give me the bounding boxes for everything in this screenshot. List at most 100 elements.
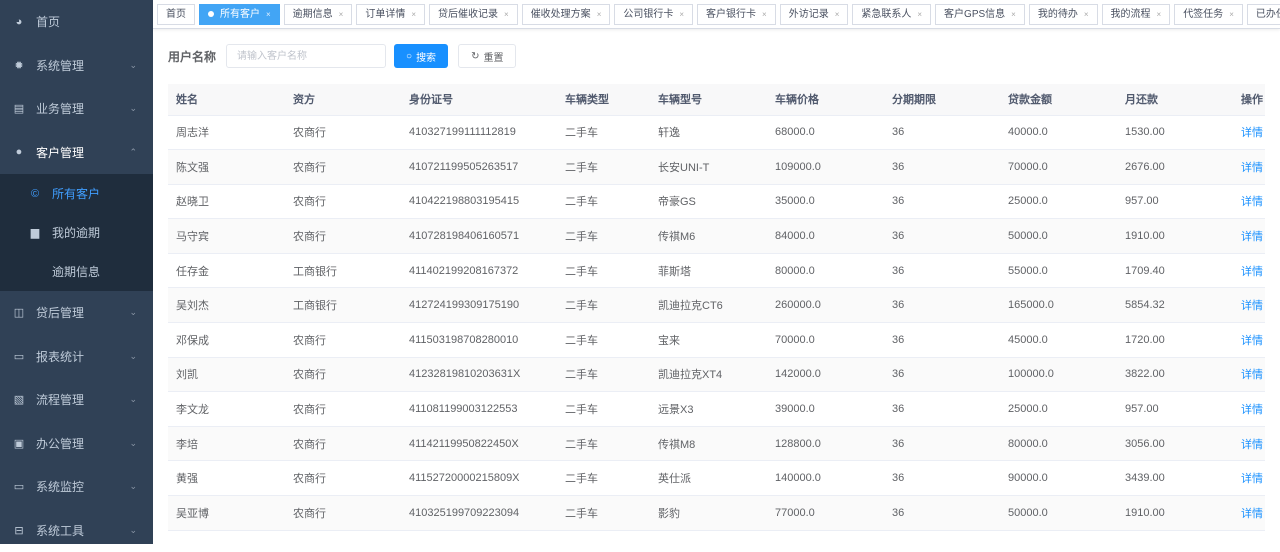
table-cell: 80000.0 <box>767 253 884 288</box>
submenu-item-2[interactable]: 逾期信息 <box>0 252 153 291</box>
tab-11[interactable]: 我的待办 × <box>1029 4 1098 25</box>
action-cell: 详情 <box>1233 426 1265 461</box>
action-cell: 详情 <box>1233 253 1265 288</box>
close-icon[interactable]: × <box>597 5 602 24</box>
close-icon[interactable]: × <box>266 5 271 24</box>
tab-label: 订单详情 <box>365 5 405 24</box>
table-cell: 36 <box>884 150 1000 185</box>
sidebar-item-2[interactable]: ▤业务管理⌄ <box>0 87 153 131</box>
sidebar-item-0[interactable]: ◕首页 <box>0 0 153 44</box>
table-cell: 农商行 <box>285 150 401 185</box>
table-cell: 109000.0 <box>767 150 884 185</box>
close-icon[interactable]: × <box>504 5 509 24</box>
table-cell: 36 <box>884 392 1000 427</box>
sidebar-item-7[interactable]: ▣办公管理⌄ <box>0 422 153 466</box>
sidebar-item-1[interactable]: ✹系统管理⌄ <box>0 44 153 88</box>
close-icon[interactable]: × <box>679 5 684 24</box>
sidebar-item-4[interactable]: ◫贷后管理⌄ <box>0 291 153 335</box>
search-button[interactable]: ○搜索 <box>394 44 448 68</box>
tab-label: 公司银行卡 <box>623 5 673 24</box>
tab-14[interactable]: 已办任务× <box>1247 4 1280 25</box>
user-icon: ● <box>12 146 26 158</box>
reset-button[interactable]: ↻重置 <box>458 44 516 68</box>
tab-label: 我的待办 <box>1038 5 1078 24</box>
detail-link[interactable]: 详情 <box>1241 196 1263 208</box>
sidebar: ◕首页✹系统管理⌄▤业务管理⌄●客户管理⌃ © 所有客户 ▆我的逾期逾期信息◫贷后管理… <box>0 0 153 544</box>
tab-9[interactable]: 紧急联系人× <box>852 4 931 25</box>
sidebar-item-8[interactable]: ▭系统监控⌄ <box>0 465 153 509</box>
table-cell: 25000.0 <box>1000 392 1117 427</box>
detail-link[interactable]: 详情 <box>1241 300 1263 312</box>
detail-link[interactable]: 详情 <box>1241 508 1263 520</box>
detail-link[interactable]: 详情 <box>1241 404 1263 416</box>
tab-8[interactable]: 外访记录× <box>780 4 849 25</box>
tab-2[interactable]: 逾期信息× <box>284 4 353 25</box>
table-cell: 410728198406160571 <box>401 219 557 254</box>
detail-link[interactable]: 详情 <box>1241 127 1263 139</box>
copyright-icon: © <box>28 188 42 200</box>
sidebar-item-5[interactable]: ▭报表统计⌄ <box>0 335 153 379</box>
tab-5[interactable]: 催收处理方案× <box>522 4 611 25</box>
detail-link[interactable]: 详情 <box>1241 162 1263 174</box>
detail-link[interactable]: 详情 <box>1241 231 1263 243</box>
table-cell: 工商银行 <box>285 253 401 288</box>
table-cell: 3822.00 <box>1117 357 1233 392</box>
tab-6[interactable]: 公司银行卡 × <box>614 4 693 25</box>
table-cell: 36 <box>884 426 1000 461</box>
submenu-item-1[interactable]: ▆我的逾期 <box>0 213 153 252</box>
table-cell: 吴刘杰 <box>168 288 285 323</box>
tab-1[interactable]: 所有客户× <box>199 4 280 25</box>
sidebar-item-3[interactable]: ●客户管理⌃ <box>0 131 153 175</box>
tab-12[interactable]: 我的流程× <box>1102 4 1171 25</box>
close-icon[interactable]: × <box>835 5 840 24</box>
close-icon[interactable]: × <box>917 5 922 24</box>
detail-link[interactable]: 详情 <box>1241 439 1263 451</box>
chevron-up-icon: ⌃ <box>129 147 137 158</box>
table-cell: 二手车 <box>557 461 650 496</box>
table-cell: 凯迪拉克CT6 <box>650 288 767 323</box>
table-cell: 36 <box>884 288 1000 323</box>
submenu-item-label: 所有客户 <box>52 185 100 202</box>
table-cell: 68000.0 <box>767 115 884 150</box>
tab-0[interactable]: 首页 <box>157 4 195 25</box>
tab-4[interactable]: 贷后催收记录× <box>429 4 518 25</box>
table-cell: 957.00 <box>1117 184 1233 219</box>
sidebar-item-9[interactable]: ⊟系统工具⌄ <box>0 509 153 552</box>
detail-link[interactable]: 详情 <box>1241 266 1263 278</box>
close-icon[interactable]: × <box>1084 5 1089 24</box>
tab-10[interactable]: 客户GPS信息× <box>935 4 1025 25</box>
table-cell: 农商行 <box>285 392 401 427</box>
table-cell: 36 <box>884 357 1000 392</box>
close-icon[interactable]: × <box>762 5 767 24</box>
close-icon[interactable]: × <box>1011 5 1016 24</box>
chevron-down-icon: ⌄ <box>129 394 137 405</box>
close-icon[interactable]: × <box>1157 5 1162 24</box>
detail-link[interactable]: 详情 <box>1241 335 1263 347</box>
tab-3[interactable]: 订单详情 × <box>356 4 425 25</box>
sidebar-item-6[interactable]: ▧流程管理⌄ <box>0 378 153 422</box>
table-cell: 36 <box>884 115 1000 150</box>
action-cell: 详情 <box>1233 496 1265 531</box>
close-icon[interactable]: × <box>1229 5 1234 24</box>
table-cell: 二手车 <box>557 323 650 358</box>
tab-13[interactable]: 代签任务× <box>1174 4 1243 25</box>
tab-7[interactable]: 客户银行卡× <box>697 4 776 25</box>
table-cell: 二手车 <box>557 219 650 254</box>
close-icon[interactable]: × <box>411 5 416 24</box>
table-cell: 36 <box>884 184 1000 219</box>
column-header: 车辆型号 <box>650 84 767 115</box>
table-cell: 90000.0 <box>1000 461 1117 496</box>
detail-link[interactable]: 详情 <box>1241 473 1263 485</box>
action-cell: 详情 <box>1233 219 1265 254</box>
table-cell: 轩逸 <box>650 115 767 150</box>
table-cell: 李培 <box>168 426 285 461</box>
close-icon[interactable]: × <box>339 5 344 24</box>
customer-table: 姓名资方身份证号车辆类型车辆型号车辆价格分期期限贷款金额月还款操作 周志洋农商行… <box>168 84 1265 531</box>
submenu-item-0[interactable]: © 所有客户 <box>0 174 153 213</box>
table-cell: 36 <box>884 219 1000 254</box>
document-icon: ▆ <box>28 226 42 239</box>
customer-name-input[interactable] <box>226 44 386 68</box>
detail-link[interactable]: 详情 <box>1241 369 1263 381</box>
